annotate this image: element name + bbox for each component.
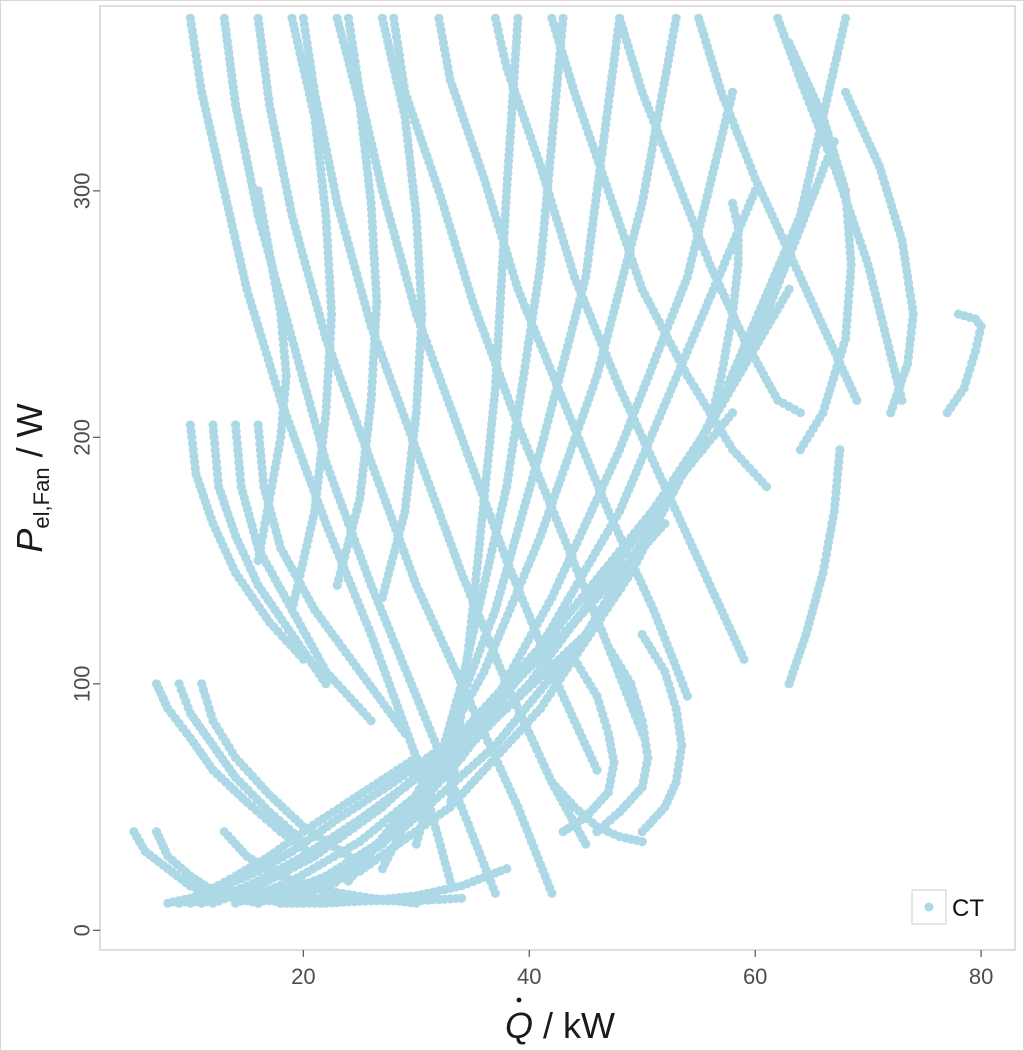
data-point (502, 864, 512, 874)
data-point (253, 556, 263, 566)
legend-label: CT (952, 895, 984, 922)
y-axis-title-subscript: el,Fan (29, 467, 54, 528)
data-point (547, 888, 557, 898)
data-point (513, 13, 523, 23)
x-axis-title-symbol: Q (505, 1005, 533, 1046)
y-axis-title-unit: / W (9, 403, 50, 467)
data-point (332, 580, 342, 590)
data-point (298, 837, 308, 847)
y-tick-label: 200 (70, 419, 95, 456)
data-point (592, 765, 602, 775)
data-points (129, 13, 986, 908)
data-point (343, 851, 354, 861)
x-tick-label: 40 (517, 964, 541, 989)
x-axis-title-unit: / kW (533, 1005, 615, 1046)
y-tick-label: 300 (70, 172, 95, 209)
data-point (400, 728, 410, 738)
data-point (671, 13, 681, 23)
data-point (366, 716, 376, 726)
x-axis-title-dot (516, 997, 522, 1003)
data-point (637, 837, 647, 847)
data-point (795, 408, 806, 418)
data-point (841, 13, 851, 23)
data-point (761, 482, 772, 492)
data-point (784, 284, 794, 294)
data-point (953, 309, 964, 319)
y-axis-title: Pel,Fan / W (9, 403, 54, 552)
legend-dot (924, 902, 934, 912)
svg-text:Q / kW: Q / kW (505, 1005, 615, 1046)
data-point (739, 654, 749, 664)
data-point (728, 408, 738, 418)
data-point (310, 851, 320, 861)
data-point (287, 605, 297, 615)
data-point (886, 408, 896, 418)
x-axis-title: Q / kW (505, 997, 615, 1046)
data-point (795, 445, 806, 455)
y-axis-title-symbol: P (9, 529, 50, 553)
x-tick-label: 20 (291, 964, 315, 989)
y-tick-label: 0 (70, 924, 95, 936)
data-point (728, 198, 738, 208)
data-point (682, 691, 693, 701)
data-point (728, 87, 738, 97)
svg-text:Pel,Fan / W: Pel,Fan / W (9, 403, 54, 552)
x-tick-label: 80 (969, 964, 993, 989)
data-point (377, 592, 387, 603)
data-point (456, 893, 467, 903)
x-tick-label: 60 (743, 964, 767, 989)
data-point (558, 827, 568, 837)
data-point (637, 827, 647, 837)
data-point (321, 679, 331, 689)
data-point (445, 876, 455, 886)
data-point (581, 839, 591, 849)
data-point (558, 13, 568, 23)
data-point (490, 888, 500, 898)
data-point (852, 395, 862, 405)
y-tick-label: 100 (70, 665, 95, 702)
data-point (835, 445, 845, 455)
